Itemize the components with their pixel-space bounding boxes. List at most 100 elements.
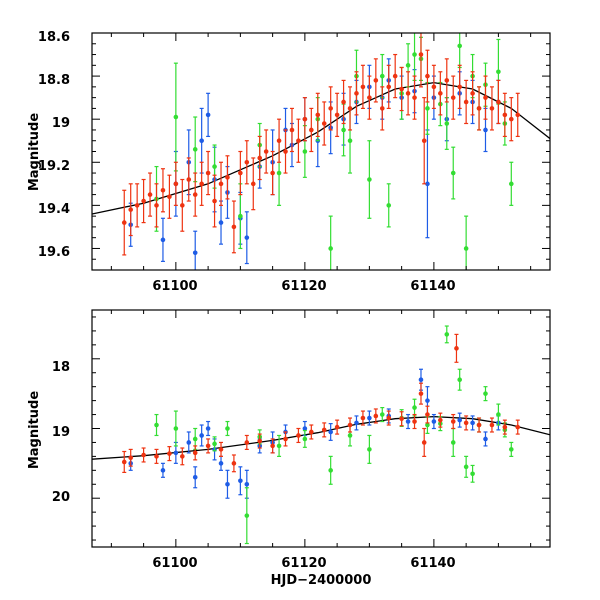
top-y-tick-label: 19.4 <box>38 202 70 217</box>
green-data-point <box>173 114 179 120</box>
blue-data-point <box>431 419 437 424</box>
red-data-point <box>244 440 250 445</box>
red-data-point <box>373 78 379 83</box>
bottom-x-tick-label: 61100 <box>152 556 197 571</box>
red-data-point <box>367 95 372 100</box>
green-data-point <box>386 203 392 208</box>
green-data-point <box>328 246 333 251</box>
green-data-point <box>341 127 346 133</box>
red-data-point <box>360 415 366 421</box>
red-data-point <box>315 112 321 118</box>
red-data-point <box>205 170 211 176</box>
green-data-point <box>238 213 243 219</box>
red-data-point <box>231 461 237 466</box>
blue-data-point <box>328 429 333 435</box>
red-data-point <box>244 159 250 165</box>
green-data-point <box>154 422 159 428</box>
red-data-point <box>128 455 134 461</box>
red-data-point <box>199 181 204 187</box>
blue-data-point <box>225 481 230 487</box>
bottom-panel: 18 19 20 61100 61120 61140 Magnitude HJD… <box>27 309 551 588</box>
red-data-point <box>341 99 346 105</box>
green-data-point <box>347 433 353 438</box>
green-data-point <box>379 73 385 79</box>
blue-data-point <box>186 440 192 445</box>
top-y-tick-label: 19.2 <box>38 159 70 174</box>
blue-data-point <box>457 417 462 423</box>
top-y-tick-label: 18.6 <box>38 30 70 45</box>
red-data-point <box>496 99 501 105</box>
blue-data-point <box>199 138 204 144</box>
red-data-point <box>438 91 443 96</box>
green-data-point <box>276 170 282 176</box>
green-data-point <box>496 69 501 75</box>
blue-data-point <box>483 127 488 133</box>
green-data-point <box>192 436 198 442</box>
bottom-y-tick-label: 19 <box>52 425 70 440</box>
green-data-point <box>425 106 430 111</box>
top-x-tick-label: 61140 <box>410 279 455 294</box>
bottom-y-tick-label: 18 <box>52 360 70 375</box>
green-data-point <box>425 422 430 428</box>
top-x-tick-label: 61120 <box>281 279 326 294</box>
red-data-point <box>334 112 340 118</box>
green-data-point <box>367 177 372 182</box>
red-data-point <box>334 424 340 430</box>
green-data-point <box>276 443 282 449</box>
red-data-point <box>128 207 134 212</box>
bottom-axis-ticks <box>92 310 550 547</box>
blue-data-point <box>160 237 166 243</box>
red-data-point <box>425 73 430 79</box>
red-data-point <box>392 73 398 79</box>
green-data-point <box>173 426 179 431</box>
blue-data-point <box>160 468 166 473</box>
top-y-tick-label: 19 <box>52 116 70 131</box>
red-data-point <box>463 99 469 105</box>
top-x-tick-label: 61100 <box>152 279 197 294</box>
blue-data-point <box>405 419 411 424</box>
blue-data-point <box>173 450 179 456</box>
red-data-point <box>250 181 256 187</box>
red-data-point <box>309 429 314 435</box>
green-data-point <box>444 121 450 126</box>
red-data-point <box>412 95 417 100</box>
blue-data-point <box>218 461 224 466</box>
green-data-point <box>302 436 308 442</box>
blue-data-point <box>199 433 204 438</box>
red-data-point <box>354 91 359 96</box>
green-data-point <box>450 170 456 176</box>
green-data-point <box>192 147 198 152</box>
top-panel: 18.6 18.8 19 19.2 19.4 19.6 61100 61120 … <box>27 30 551 294</box>
top-y-tick-label: 18.8 <box>38 73 70 88</box>
red-data-point <box>205 443 211 449</box>
blue-data-point <box>218 220 224 225</box>
green-data-point <box>457 43 462 49</box>
red-data-point <box>454 346 459 351</box>
red-data-point <box>450 419 456 424</box>
red-data-point <box>412 419 417 424</box>
red-data-point <box>302 116 308 122</box>
red-data-point <box>418 391 424 396</box>
red-data-point <box>257 438 263 444</box>
red-data-point <box>257 155 263 161</box>
green-data-point <box>302 149 308 154</box>
top-axis-ticks <box>92 32 550 271</box>
red-data-point <box>309 127 314 133</box>
green-data-point <box>212 441 217 447</box>
blue-data-point <box>483 436 488 442</box>
red-data-point <box>450 95 456 100</box>
red-data-point <box>173 181 179 187</box>
red-data-point <box>502 424 508 430</box>
bottom-plot-area <box>92 325 550 545</box>
red-data-point <box>231 224 237 230</box>
green-data-point <box>212 164 217 169</box>
top-y-axis-title: Magnitude <box>27 113 42 192</box>
model-curve <box>92 81 550 215</box>
blue-data-point <box>192 474 198 480</box>
red-data-point <box>192 192 198 197</box>
top-y-tick-label: 19.6 <box>38 245 70 260</box>
red-data-point <box>121 220 127 225</box>
green-data-point <box>450 440 456 445</box>
green-data-point <box>412 52 417 57</box>
red-data-point <box>263 149 269 154</box>
